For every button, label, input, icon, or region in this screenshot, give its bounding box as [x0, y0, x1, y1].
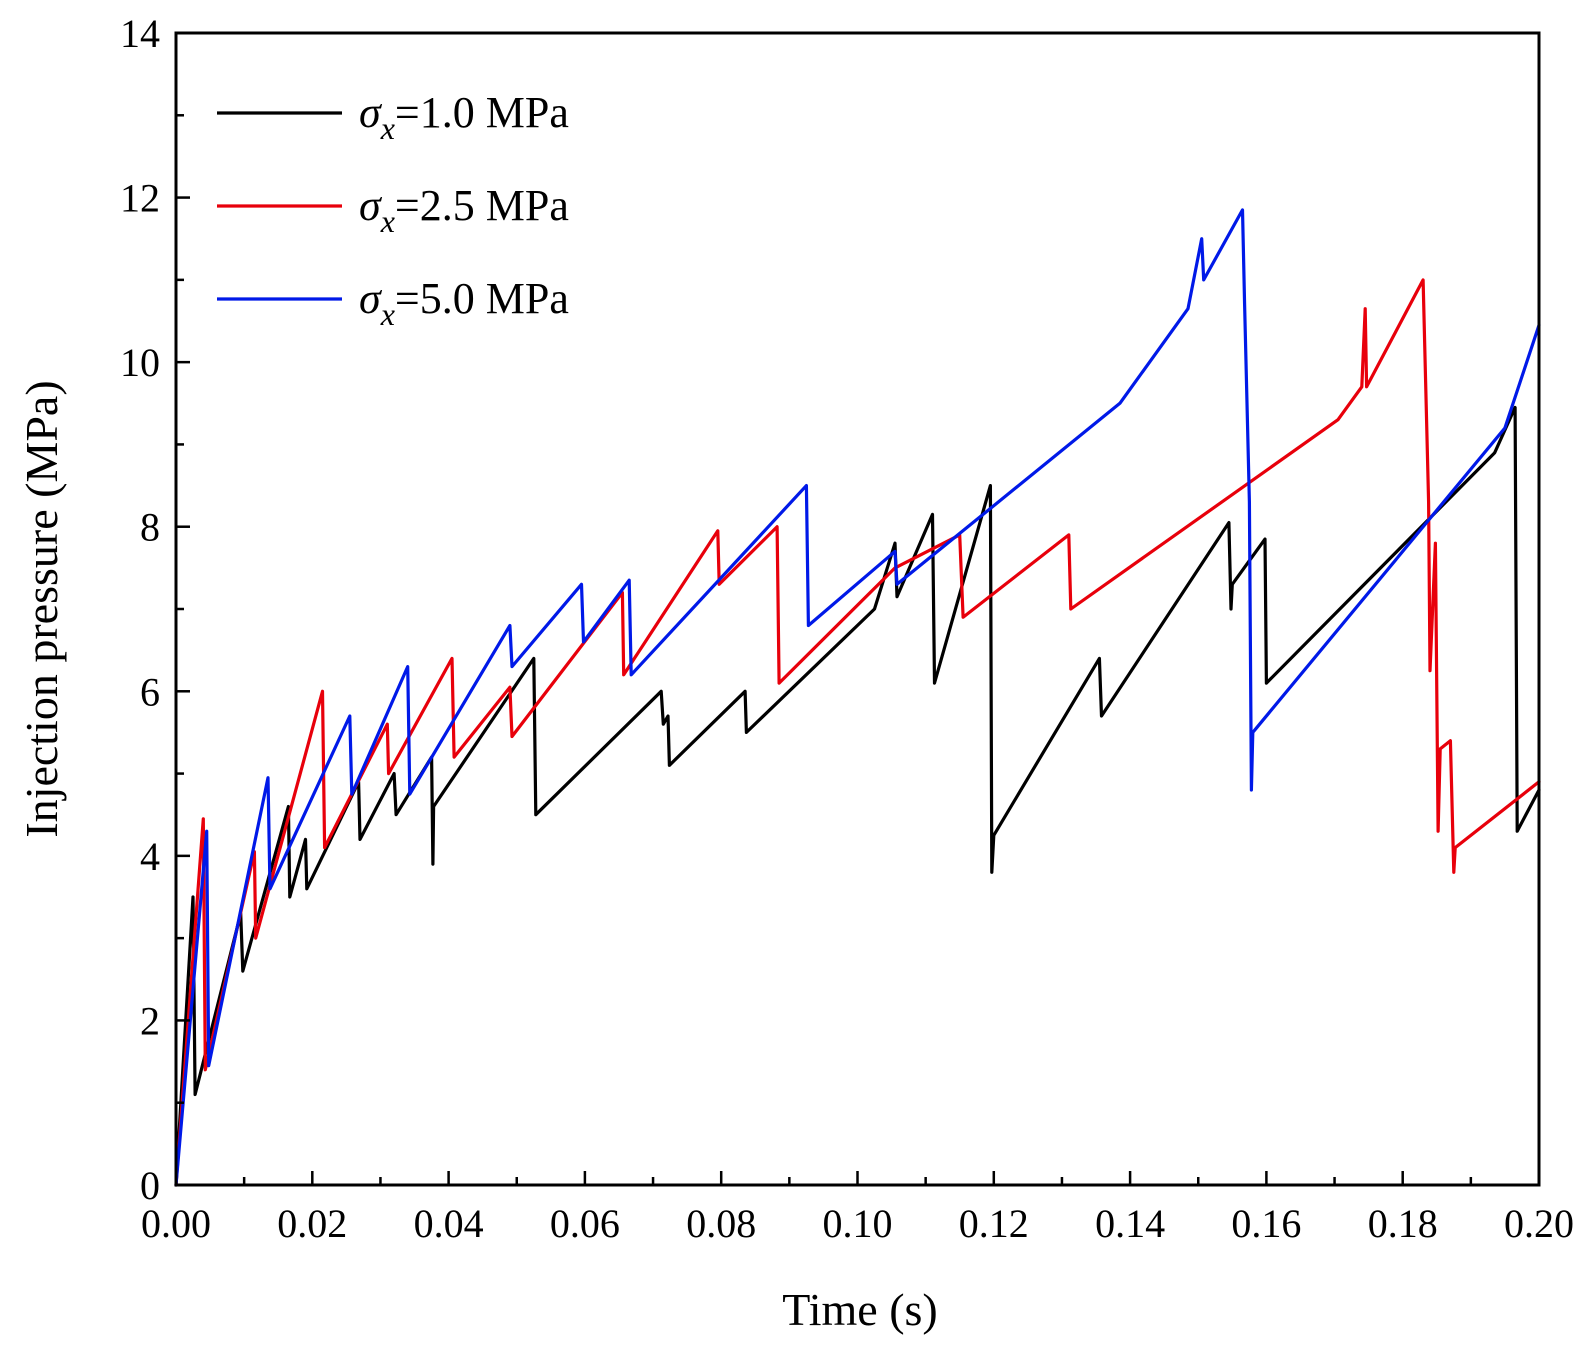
- series-layer: [174, 208, 1541, 1187]
- legend-label-3: σx=5.0 MPa: [359, 274, 569, 332]
- legend-label-2: σx=2.5 MPa: [359, 181, 569, 239]
- x-tick-label: 0.20: [1504, 1201, 1574, 1246]
- x-tick-label: 0.04: [414, 1201, 484, 1246]
- x-tick-label: 0.10: [823, 1201, 893, 1246]
- y-tick-label: 6: [140, 669, 160, 714]
- series-line-3: [174, 208, 1541, 1187]
- x-tick-label: 0.02: [277, 1201, 347, 1246]
- series-line-1: [174, 405, 1541, 1187]
- y-tick-label: 2: [140, 998, 160, 1043]
- y-tick-label: 8: [140, 505, 160, 550]
- axis-ticks: 0.00 0.02 0.04 0.06 0.08 0.10 0.12 0.14 0.16 0.18…: [120, 11, 1574, 1246]
- y-tick-label: 4: [140, 834, 160, 879]
- x-tick-label: 0.14: [1095, 1201, 1165, 1246]
- x-tick-label: 0.16: [1231, 1201, 1301, 1246]
- legend: σx=1.0 MPa σx=2.5 MPa σx=5.0 MPa: [217, 88, 569, 332]
- y-tick-label: 10: [120, 340, 160, 385]
- x-tick-label: 0.08: [686, 1201, 756, 1246]
- y-axis-title: Injection pressure (MPa): [16, 380, 67, 837]
- y-tick-label: 0: [140, 1163, 160, 1208]
- series-line-2: [174, 278, 1541, 1187]
- y-tick-label: 14: [120, 11, 160, 56]
- x-axis-title: Time (s): [782, 1284, 938, 1335]
- legend-label-1: σx=1.0 MPa: [359, 88, 569, 146]
- x-tick-label: 0.00: [141, 1201, 211, 1246]
- x-tick-label: 0.12: [959, 1201, 1029, 1246]
- y-tick-label: 12: [120, 176, 160, 221]
- x-tick-label: 0.06: [550, 1201, 620, 1246]
- x-tick-label: 0.18: [1368, 1201, 1438, 1246]
